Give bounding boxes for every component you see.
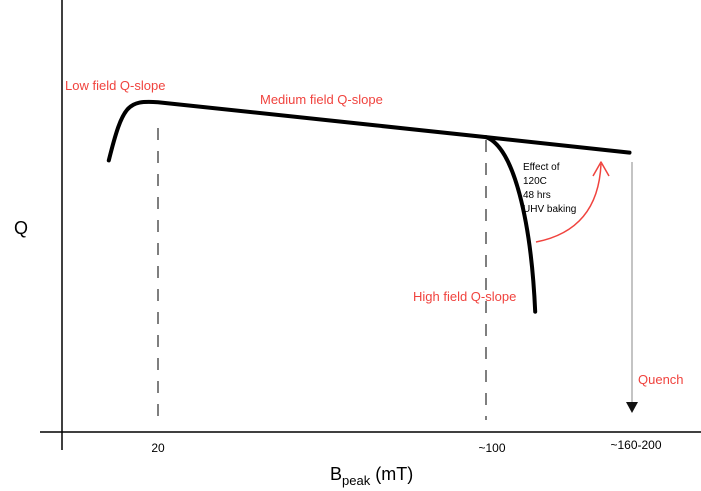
baking-effect-label-line-1: Effect of [523, 162, 560, 173]
y-axis-title: Q [14, 218, 28, 238]
high-field-q-slope-label: High field Q-slope [413, 289, 516, 304]
x-axis-title-main: B [330, 464, 342, 484]
baking-effect-label-line-3: 48 hrs [523, 190, 551, 201]
low-field-q-slope-label: Low field Q-slope [65, 78, 165, 93]
baking-effect-arrow-head [592, 161, 610, 177]
baking-effect-label-line-4: UHV baking [523, 204, 576, 215]
x-tick-label-160-200: ~160-200 [610, 438, 661, 452]
quench-arrow-head [626, 402, 638, 413]
x-axis-title: Bpeak (mT) [330, 464, 413, 488]
q-curve-main [106, 99, 632, 163]
quench-label: Quench [638, 372, 684, 387]
x-axis-title-sub: peak [342, 473, 371, 488]
x-axis-title-unit: (mT) [370, 464, 413, 484]
q-curve-high-field-drop [484, 135, 538, 314]
baking-effect-label-line-2: 120C [523, 176, 547, 187]
x-tick-label-100: ~100 [478, 441, 505, 455]
x-tick-label-20: 20 [151, 441, 165, 455]
medium-field-q-slope-label: Medium field Q-slope [260, 92, 383, 107]
baking-effect-arrow [535, 163, 602, 243]
